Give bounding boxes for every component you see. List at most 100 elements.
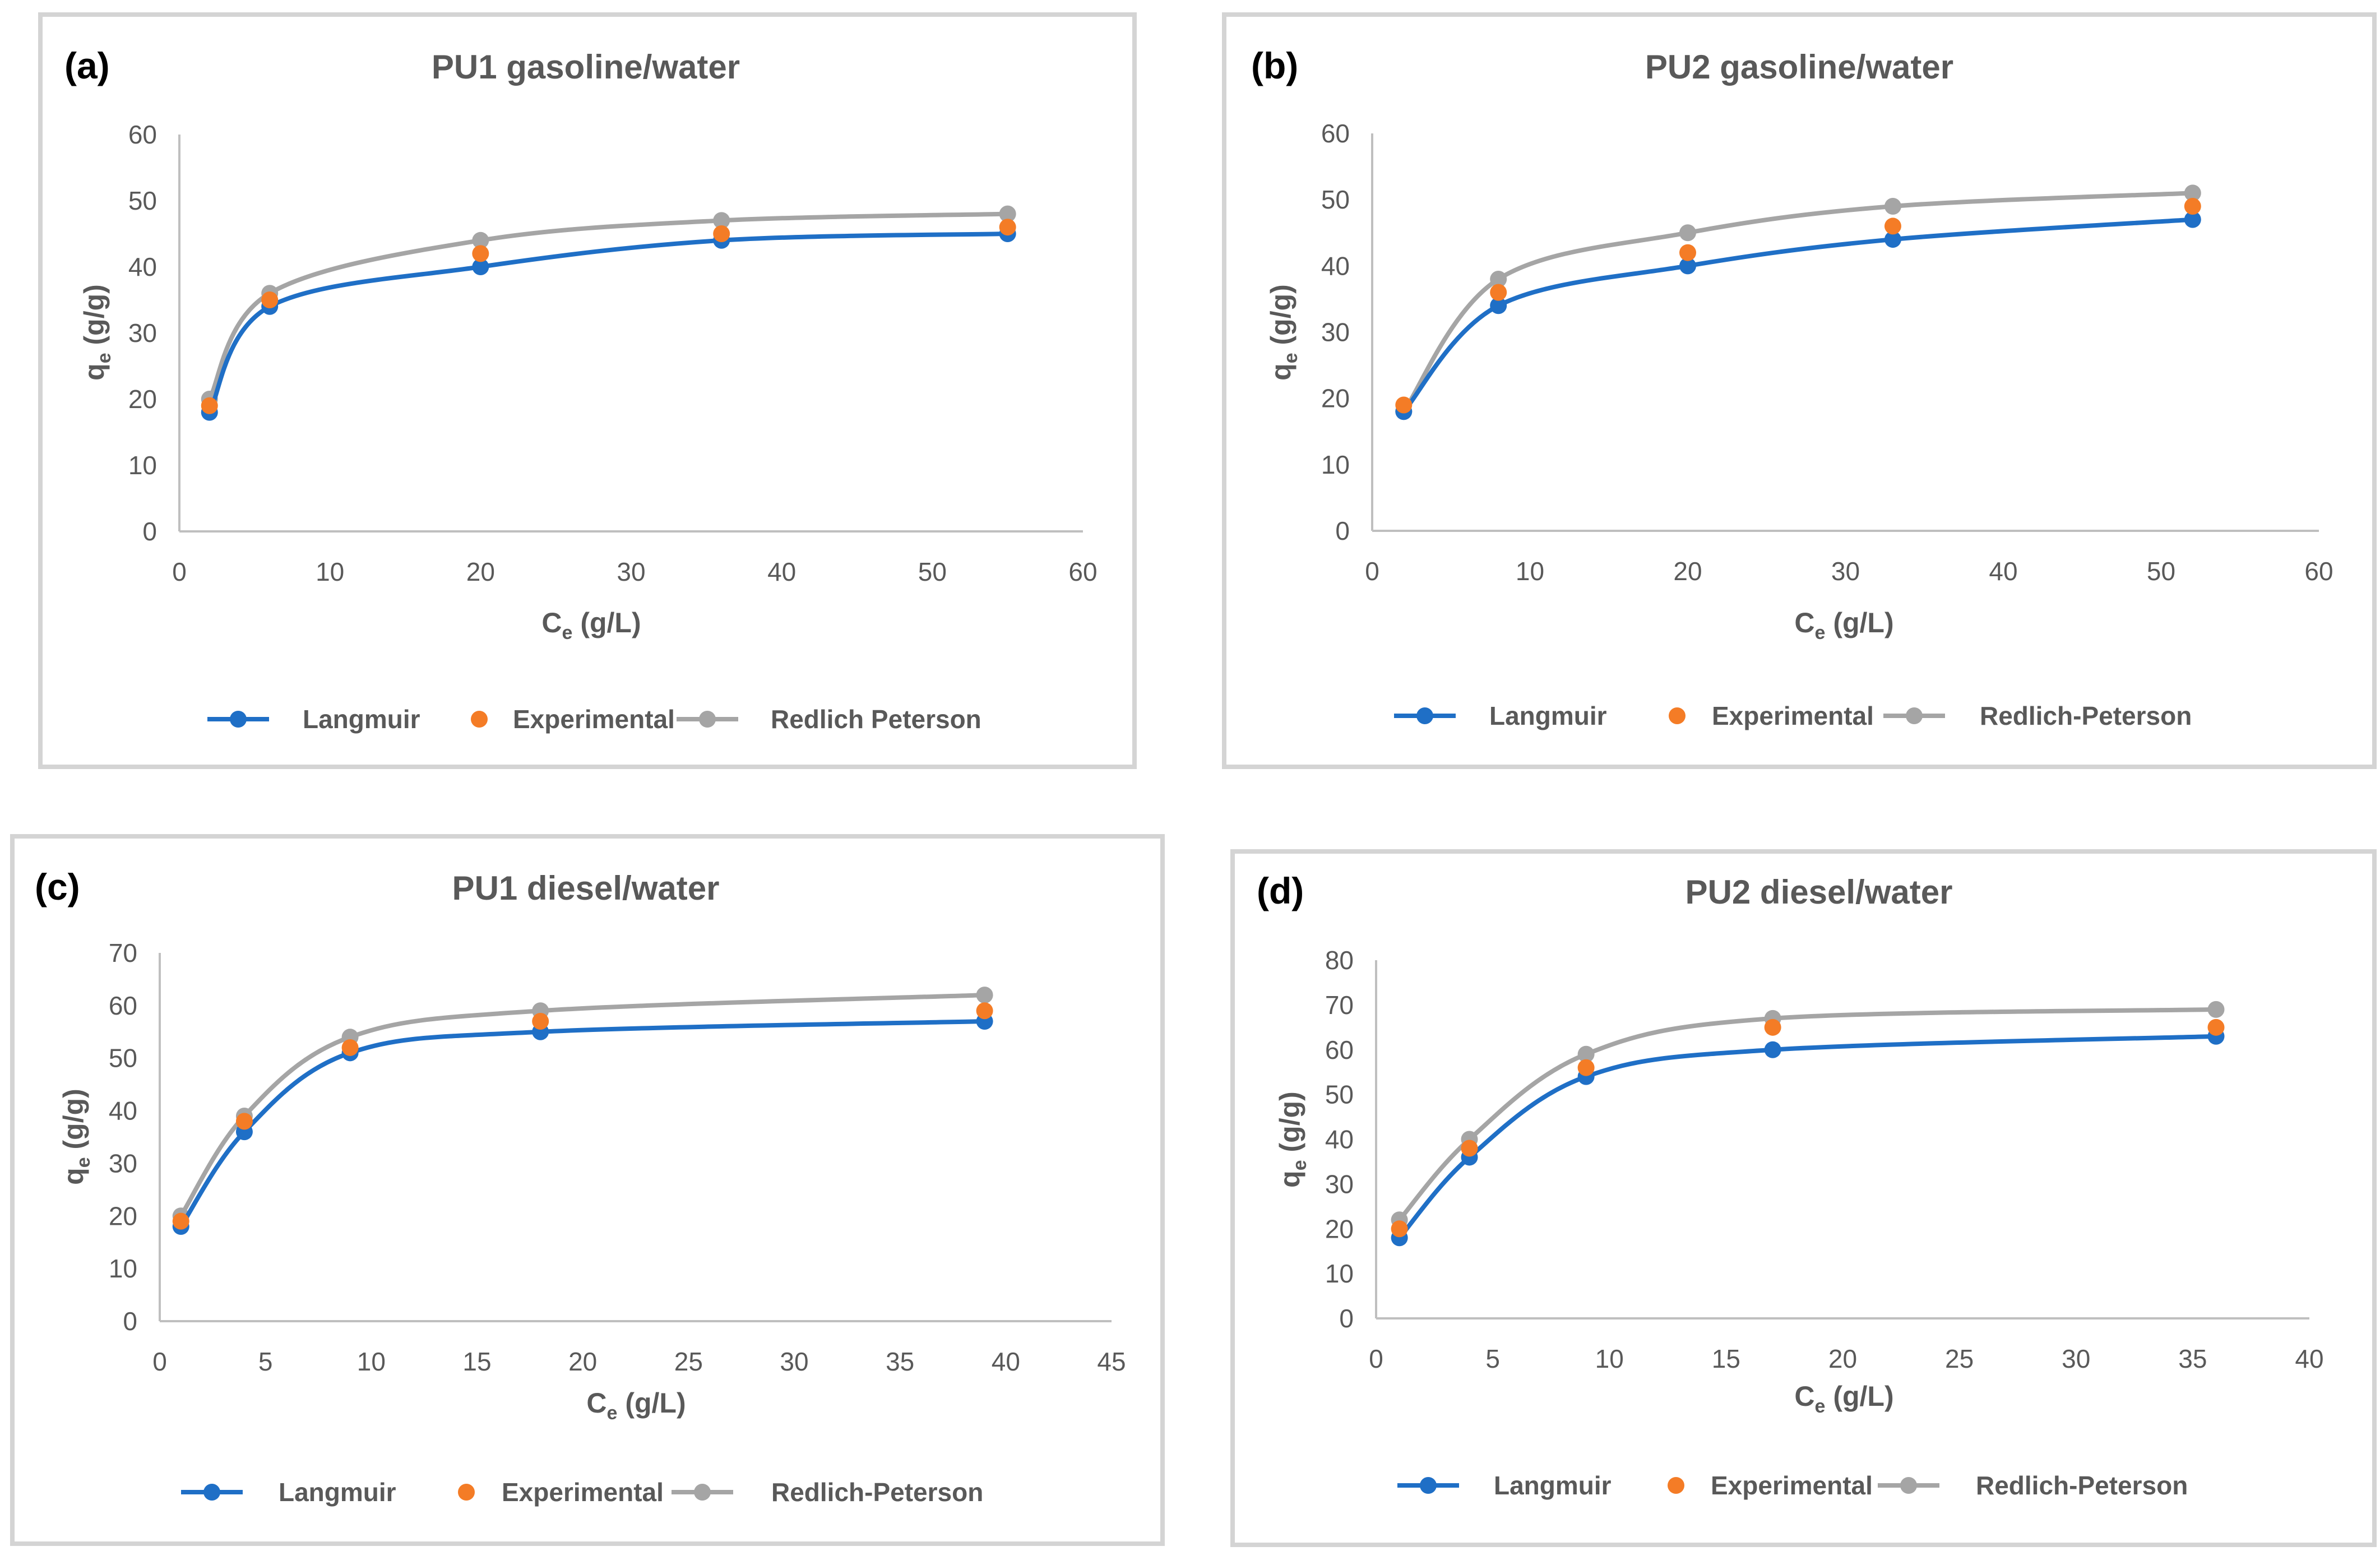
data-point-experimental	[2207, 1018, 2225, 1036]
y-axis-label: qe (g/g)	[1265, 284, 1302, 381]
data-point-langmuir	[472, 258, 489, 275]
legend-marker-redlich-peterson	[694, 1484, 711, 1501]
y-tick-label: 40	[109, 1096, 137, 1126]
data-point-experimental	[172, 1212, 189, 1230]
y-tick-label: 30	[128, 318, 157, 348]
data-point-experimental	[999, 219, 1016, 236]
legend-marker-experimental	[1668, 1477, 1684, 1494]
series-line-langmuir	[1397, 1034, 2219, 1240]
y-tick-label: 50	[128, 186, 157, 215]
legend-item-redlich-peterson: Redlich-Peterson	[672, 1478, 983, 1507]
y-tick-label: 30	[1325, 1169, 1354, 1198]
y-tick-label: 40	[1325, 1125, 1354, 1154]
data-point-experimental	[472, 245, 489, 262]
x-tick-label: 50	[2147, 557, 2175, 586]
y-axis-label-main: q	[58, 1168, 89, 1185]
legend-item-langmuir: Langmuir	[181, 1478, 396, 1507]
x-tick-label: 30	[1831, 557, 1860, 586]
data-point-redlich-peterson	[1490, 270, 1507, 288]
data-point-redlich-peterson	[1577, 1045, 1595, 1063]
data-point-experimental	[1884, 217, 1901, 235]
y-tick-label: 30	[109, 1149, 137, 1178]
y-tick-label: 20	[1321, 384, 1350, 413]
chart-panel-b: (b) PU2 gasoline/water 0 10 20 30 40 50 60 0 10 20 3…	[1251, 45, 2333, 730]
x-tick-label: 45	[1097, 1347, 1126, 1376]
x-axis-label-main: C	[541, 607, 562, 638]
x-tick-label: 35	[886, 1347, 914, 1376]
x-tick-label: 50	[918, 557, 947, 586]
x-tick-label: 15	[462, 1347, 491, 1376]
x-tick-label: 40	[2295, 1344, 2323, 1373]
chart-title: PU1 diesel/water	[452, 869, 720, 907]
x-axis-label-main: C	[1794, 1381, 1814, 1412]
legend-label-redlich-peterson: Redlich Peterson	[771, 705, 981, 734]
legend-label-experimental: Experimental	[1712, 701, 1874, 730]
data-point-experimental	[1490, 284, 1507, 301]
x-axis-label-unit: (g/L)	[617, 1387, 686, 1419]
y-tick-label: 10	[128, 451, 157, 480]
data-point-experimental	[1395, 396, 1413, 414]
x-tick-label: 25	[674, 1347, 703, 1376]
data-point-redlich-peterson	[1679, 224, 1696, 242]
legend-item-experimental: Experimental	[458, 1478, 664, 1507]
data-point-experimental	[1577, 1059, 1595, 1076]
x-tick-label: 35	[2178, 1344, 2207, 1373]
y-axis-label-main: q	[1274, 1170, 1305, 1188]
y-tick-label: 70	[1325, 990, 1354, 1020]
x-tick-label: 15	[1712, 1344, 1740, 1373]
data-point-experimental	[2184, 197, 2201, 215]
legend-item-experimental: Experimental	[1669, 701, 1874, 730]
data-point-experimental	[976, 1002, 993, 1020]
x-tick-label: 40	[767, 557, 796, 586]
data-point-experimental	[235, 1113, 253, 1130]
y-tick-label: 60	[1321, 119, 1350, 148]
y-axis-label-unit: (g/g)	[1274, 1091, 1305, 1160]
legend-item-langmuir: Langmuir	[207, 705, 420, 734]
legend-marker-langmuir	[1420, 1477, 1437, 1494]
series-line-langmuir	[1401, 217, 2195, 414]
data-point-experimental	[1391, 1220, 1408, 1238]
data-point-experimental	[341, 1039, 359, 1056]
legend-marker-langmuir	[1416, 707, 1433, 724]
x-tick-label: 10	[357, 1347, 386, 1376]
legend-item-redlich-peterson: Redlich-Peterson	[1883, 701, 2192, 730]
panel-label: (c)	[35, 866, 80, 908]
series-line-langmuir	[207, 232, 1010, 415]
x-tick-label: 10	[1516, 557, 1544, 586]
x-tick-label: 20	[568, 1347, 597, 1376]
y-tick-label: 40	[128, 252, 157, 281]
y-tick-label: 40	[1321, 251, 1350, 280]
y-tick-label: 80	[1325, 946, 1354, 975]
panel-label: (a)	[64, 45, 110, 86]
y-tick-label: 50	[109, 1044, 137, 1073]
x-tick-label: 0	[1369, 1344, 1383, 1373]
x-tick-label: 60	[2304, 557, 2333, 586]
x-tick-label: 25	[1945, 1344, 1974, 1373]
legend-label-langmuir: Langmuir	[1494, 1471, 1612, 1500]
data-point-redlich-peterson	[2184, 184, 2201, 202]
x-tick-label: 20	[1673, 557, 1702, 586]
legend-marker-langmuir	[230, 711, 247, 728]
x-tick-label: 5	[258, 1347, 273, 1376]
data-point-experimental	[1461, 1140, 1478, 1157]
legend-item-langmuir: Langmuir	[1394, 701, 1607, 730]
x-tick-label: 40	[1989, 557, 2017, 586]
legend-item-experimental: Experimental	[471, 705, 675, 734]
data-point-experimental	[1679, 244, 1696, 261]
x-tick-label: 30	[2062, 1344, 2090, 1373]
x-axis-label-main: C	[586, 1387, 606, 1419]
legend-label-experimental: Experimental	[513, 705, 675, 734]
data-point-redlich-peterson	[713, 212, 730, 229]
y-tick-label: 20	[128, 385, 157, 414]
y-tick-label: 0	[142, 517, 157, 546]
legend-label-redlich-peterson: Redlich-Peterson	[771, 1478, 983, 1507]
legend-marker-langmuir	[203, 1484, 220, 1501]
chart-panel-c: (c) PU1 diesel/water 0 10 20 30 40 50 60 70 0 5 10 15…	[35, 866, 1126, 1507]
y-axis-label-subscript: e	[1280, 353, 1302, 363]
y-tick-label: 20	[109, 1201, 137, 1230]
legend-label-redlich-peterson: Redlich-Peterson	[1980, 701, 2192, 730]
x-axis-label-subscript: e	[607, 1402, 618, 1424]
y-tick-label: 60	[1325, 1035, 1354, 1064]
y-axis-label-subscript: e	[94, 353, 115, 363]
